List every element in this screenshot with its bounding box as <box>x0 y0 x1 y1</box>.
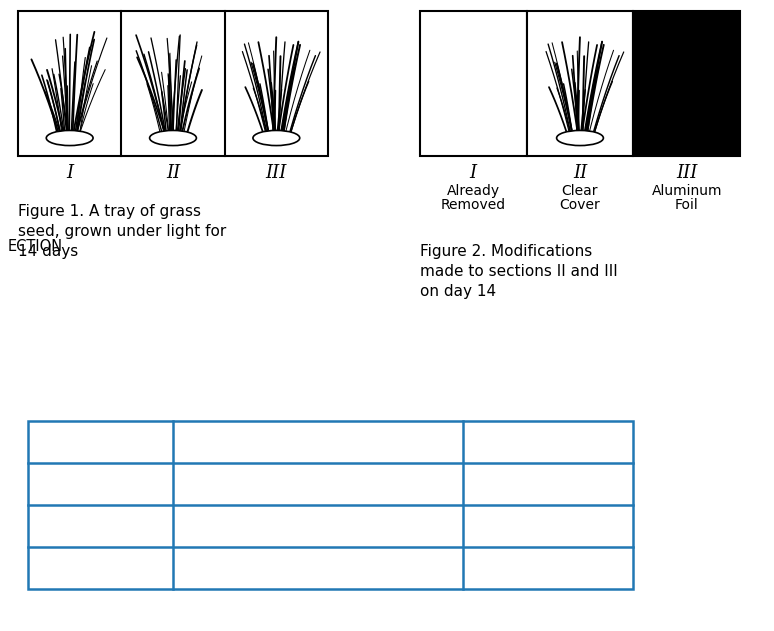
Ellipse shape <box>149 131 197 146</box>
Ellipse shape <box>557 131 604 146</box>
Text: Day Mass was Measured: Day Mass was Measured <box>217 435 419 449</box>
Text: III: III <box>265 164 287 182</box>
Text: Clear: Clear <box>562 184 598 198</box>
Text: I: I <box>98 477 104 491</box>
Text: Cover: Cover <box>560 198 601 212</box>
Text: Foil: Foil <box>675 198 699 212</box>
Text: II: II <box>573 164 587 182</box>
Text: I: I <box>470 164 477 182</box>
Text: Figure 2. Modifications
made to sections II and III
on day 14: Figure 2. Modifications made to sections… <box>420 244 618 298</box>
Text: Aluminum: Aluminum <box>652 184 722 198</box>
Text: 4.2: 4.2 <box>536 561 560 575</box>
Text: Section: Section <box>70 435 132 449</box>
Text: 5.1: 5.1 <box>536 477 560 491</box>
Text: ECTION: ECTION <box>8 239 63 254</box>
Text: II: II <box>166 164 180 182</box>
Text: Already: Already <box>447 184 500 198</box>
Text: III: III <box>676 164 697 182</box>
Bar <box>420 11 526 156</box>
Text: Removed: Removed <box>440 198 506 212</box>
Text: 21: 21 <box>308 519 327 533</box>
Ellipse shape <box>46 131 93 146</box>
Text: II: II <box>94 519 107 533</box>
Ellipse shape <box>253 131 300 146</box>
Text: III: III <box>91 561 109 575</box>
Text: I: I <box>66 164 74 182</box>
Text: 21: 21 <box>308 561 327 575</box>
Bar <box>28 421 633 589</box>
Text: Mass (g): Mass (g) <box>512 435 584 449</box>
Text: Figure 1. A tray of grass
seed, grown under light for
14 days: Figure 1. A tray of grass seed, grown un… <box>18 204 226 259</box>
Bar <box>18 11 328 156</box>
Bar <box>526 11 633 156</box>
Bar <box>633 11 740 156</box>
Text: 14: 14 <box>308 477 327 491</box>
Text: 9.6: 9.6 <box>536 519 560 533</box>
